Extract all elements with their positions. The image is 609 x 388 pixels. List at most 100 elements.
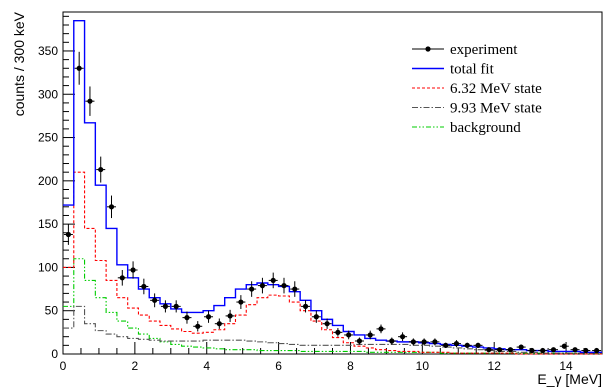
plot-frame <box>62 11 603 355</box>
data-point <box>182 311 192 324</box>
point-marker <box>65 231 71 238</box>
point-marker <box>302 303 309 309</box>
point-marker <box>572 347 578 353</box>
point-marker <box>540 347 546 354</box>
legend-label: total fit <box>450 62 495 78</box>
data-point <box>322 318 332 329</box>
data-point <box>376 324 386 334</box>
data-point <box>301 300 311 313</box>
point-marker <box>453 341 460 347</box>
legend-label: 9.93 MeV state <box>450 101 542 117</box>
data-point <box>581 347 591 354</box>
x-axis-label-text: E_γ [MeV] <box>537 371 602 387</box>
series-layer <box>63 19 602 355</box>
point-marker <box>529 347 535 354</box>
y-axis-label: counts / 300 keV <box>11 11 27 116</box>
data-point <box>473 342 483 348</box>
y-tick-label: 300 <box>38 87 58 101</box>
point-marker <box>464 342 470 348</box>
legend-entry-bkg: background <box>412 120 521 136</box>
data-point <box>225 309 235 322</box>
legend-entry-experiment: experiment <box>412 42 518 58</box>
data-point <box>96 156 106 183</box>
data-point <box>505 347 515 353</box>
data-point <box>419 338 429 346</box>
x-axis-label: E_γ [MeV] <box>537 371 602 387</box>
point-marker <box>238 299 244 305</box>
data-point <box>247 281 257 297</box>
data-point <box>171 300 181 313</box>
x-tick-label: 14 <box>559 359 573 373</box>
legend-label: 6.32 MeV state <box>450 81 542 97</box>
y-tick-label: 250 <box>38 131 58 145</box>
data-point <box>290 281 300 297</box>
data-point <box>559 343 569 349</box>
point-marker <box>389 338 395 344</box>
data-point <box>204 310 214 323</box>
point-marker <box>367 332 373 338</box>
x-tick-label: 0 <box>60 359 67 373</box>
point-marker <box>195 323 201 329</box>
point-marker <box>346 332 352 338</box>
data-point <box>193 321 203 332</box>
point-marker <box>550 347 557 353</box>
point-marker <box>583 347 589 354</box>
series-s993 <box>63 305 602 354</box>
data-point <box>311 310 321 323</box>
experiment-points <box>63 51 602 354</box>
legend-entry-s632: 6.32 MeV state <box>412 81 542 97</box>
point-marker <box>292 286 298 292</box>
data-point <box>484 347 494 353</box>
point-marker <box>227 313 233 319</box>
data-point <box>354 337 364 345</box>
point-marker <box>173 303 179 309</box>
data-point <box>430 338 440 346</box>
data-point <box>139 278 149 295</box>
data-point <box>441 342 451 348</box>
data-point <box>214 318 224 329</box>
data-point <box>527 347 537 354</box>
y-tick-label: 150 <box>38 217 58 231</box>
data-point <box>570 347 580 353</box>
legend-marker <box>425 46 431 52</box>
point-marker <box>313 314 319 320</box>
point-marker <box>205 314 212 320</box>
x-tick-label: 8 <box>347 359 354 373</box>
data-point <box>107 195 117 219</box>
legend-entry-s993: 9.93 MeV state <box>412 101 542 117</box>
data-point <box>538 347 548 354</box>
point-marker <box>443 342 449 348</box>
data-point <box>257 277 267 294</box>
point-marker <box>281 283 287 289</box>
data-point <box>160 300 170 313</box>
data-point <box>236 295 246 309</box>
point-marker <box>507 347 513 353</box>
y-tick-label: 200 <box>38 174 58 188</box>
point-marker <box>152 297 158 303</box>
point-marker <box>108 204 115 210</box>
point-marker <box>356 338 363 344</box>
data-point <box>548 347 558 353</box>
point-marker <box>594 347 600 354</box>
data-point <box>344 330 354 340</box>
data-point <box>365 330 375 340</box>
point-marker <box>162 303 169 309</box>
point-marker <box>184 315 190 321</box>
data-point <box>516 344 526 350</box>
data-point <box>495 347 505 353</box>
point-marker <box>335 329 341 335</box>
point-marker <box>141 283 147 290</box>
point-marker <box>410 339 416 345</box>
data-point <box>333 328 343 337</box>
legend-entry-total: total fit <box>412 62 495 78</box>
legend-label: experiment <box>450 42 518 58</box>
data-point <box>74 51 84 85</box>
point-marker <box>216 321 222 327</box>
legend: experiment total fit 6.32 MeV state 9.93 Me… <box>412 42 542 136</box>
y-tick-label: 100 <box>38 260 58 274</box>
point-marker <box>270 277 276 284</box>
data-point <box>268 272 278 289</box>
point-marker <box>98 166 104 173</box>
y-tick-label: 50 <box>45 304 59 318</box>
